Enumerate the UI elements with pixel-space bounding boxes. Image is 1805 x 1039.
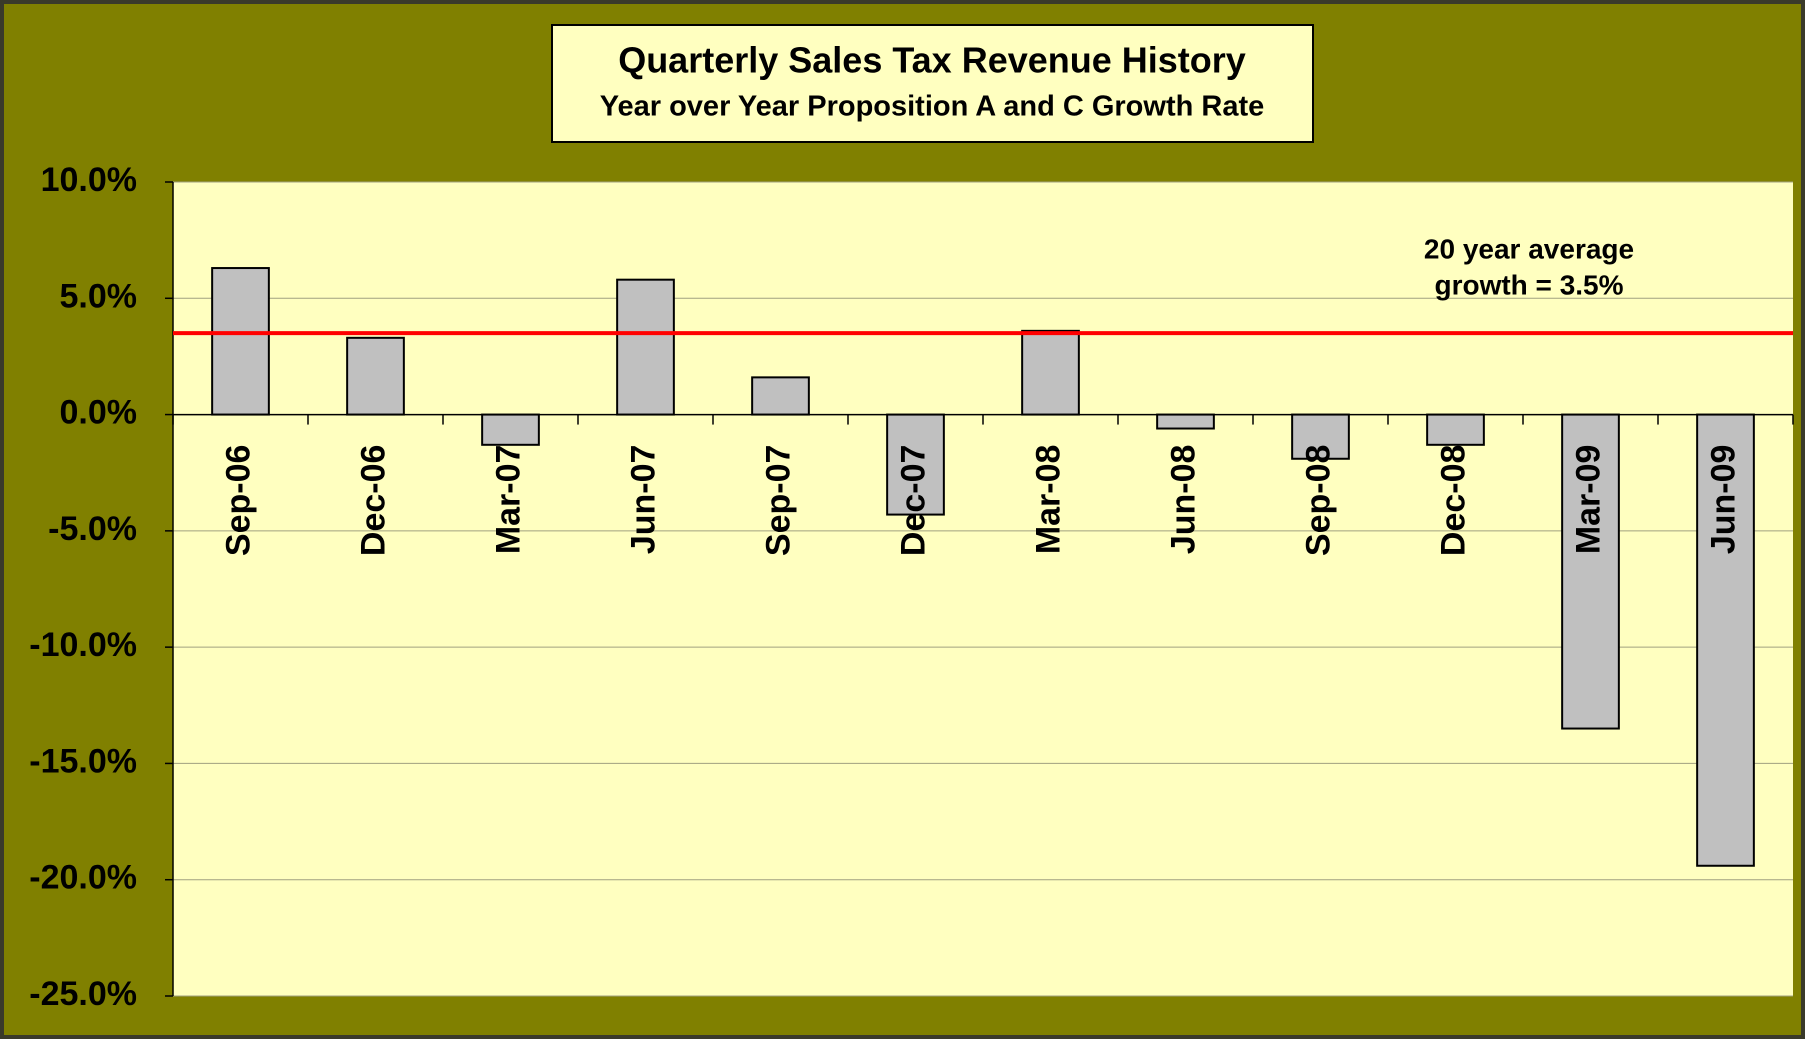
bar (211, 267, 270, 416)
y-tick-label: 0.0% (60, 394, 138, 432)
bar (1156, 413, 1215, 430)
plot-area (173, 182, 1793, 996)
x-tick-label: Jun-09 (1704, 445, 1742, 555)
x-tick-label: Jun-07 (624, 445, 662, 555)
x-tick-label: Sep-06 (219, 445, 257, 556)
annotation: growth = 3.5% (1434, 269, 1623, 300)
bar (751, 376, 810, 416)
y-tick-label: -15.0% (29, 742, 137, 780)
x-tick-label: Sep-07 (759, 445, 797, 556)
title-box (551, 24, 1314, 143)
bar (1561, 413, 1620, 730)
y-tick-label: 5.0% (60, 277, 138, 315)
y-tick-label: -25.0% (29, 975, 137, 1013)
bar (346, 336, 405, 416)
chart-subtitle: Year over Year Proposition A and C Growt… (600, 91, 1265, 123)
y-tick-label: -10.0% (29, 626, 137, 664)
bar (886, 413, 945, 516)
x-tick-label: Dec-07 (894, 445, 932, 557)
bar (616, 278, 675, 416)
x-tick-label: Sep-08 (1299, 445, 1337, 556)
x-tick-label: Mar-07 (489, 445, 527, 555)
y-tick-label: -20.0% (29, 859, 137, 897)
bar (481, 413, 540, 446)
bar (1426, 413, 1485, 446)
x-tick-label: Jun-08 (1164, 445, 1202, 555)
bar (1696, 413, 1755, 867)
x-tick-label: Mar-08 (1029, 445, 1067, 555)
bar (1291, 413, 1350, 460)
chart-title: Quarterly Sales Tax Revenue History (618, 40, 1246, 81)
annotation: 20 year average (1424, 233, 1634, 264)
bar (1021, 329, 1080, 416)
x-tick-label: Dec-08 (1434, 445, 1472, 557)
y-tick-label: -5.0% (48, 510, 137, 548)
y-tick-label: 10.0% (41, 161, 137, 199)
x-tick-label: Dec-06 (354, 445, 392, 557)
x-tick-label: Mar-09 (1569, 445, 1607, 555)
